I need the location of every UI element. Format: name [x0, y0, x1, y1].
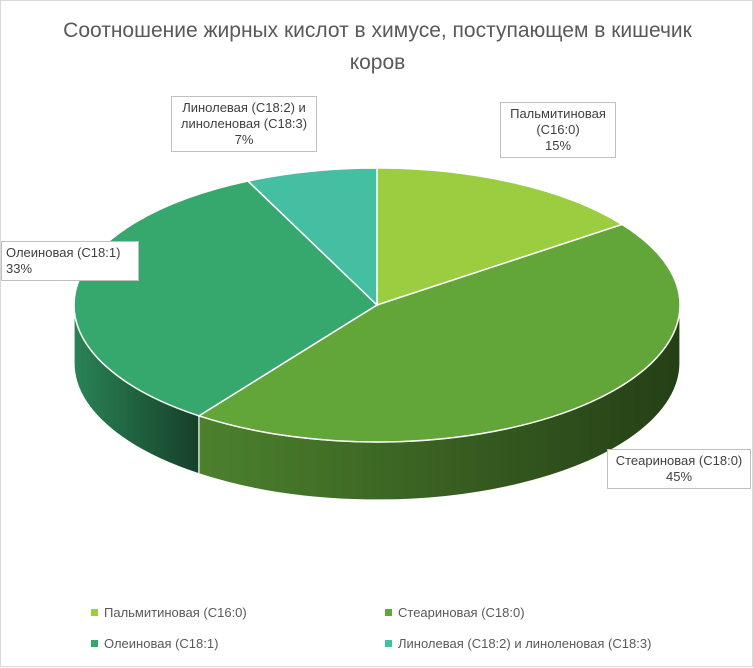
- data-label-palmitic-name-1: Пальмитиновая: [510, 106, 606, 121]
- data-label-linoleic-value: 7%: [234, 132, 254, 147]
- legend-swatch-stearic: [385, 609, 392, 616]
- legend-label-oleic: Олеиновая (C18:1): [104, 636, 219, 651]
- data-label-stearic-value: 45%: [665, 469, 693, 484]
- data-label-linoleic-name-2: линоленовая (C18:3): [180, 116, 308, 131]
- pie-slice-oleic: [73, 180, 379, 417]
- data-label-oleic-value: 33%: [6, 261, 33, 276]
- data-label-palmitic: Пальмитиновая (C16:0) 15%: [500, 102, 616, 158]
- legend-item-palmitic: Пальмитиновая (C16:0): [91, 605, 247, 620]
- legend-item-linoleic: Линолевая (C18:2) и линоленовая (C18:3): [385, 636, 651, 651]
- pie-slice-stearic: [197, 223, 681, 443]
- data-label-oleic-name: Олеиновая (C18:1): [6, 245, 121, 260]
- legend-label-stearic: Стеариновая (C18:0): [398, 605, 525, 620]
- chart-title: Соотношение жирных кислот в химусе, пост…: [63, 19, 692, 74]
- pie-slice-linoleic: [246, 167, 378, 307]
- data-label-oleic: Олеиновая (C18:1) 33%: [1, 241, 139, 281]
- legend-label-linoleic: Линолевая (C18:2) и линоленовая (C18:3): [398, 636, 652, 651]
- data-label-palmitic-value: 15%: [544, 138, 572, 153]
- legend-swatch-oleic: [91, 640, 98, 647]
- data-label-stearic: Стеариновая (C18:0) 45%: [607, 449, 751, 489]
- legend-item-stearic: Стеариновая (C18:0): [385, 605, 525, 620]
- data-label-linoleic: Линолевая (C18:2) и линоленовая (C18:3) …: [171, 96, 317, 152]
- legend-swatch-palmitic: [91, 609, 98, 616]
- pie-slice-palmitic: [376, 167, 624, 307]
- legend-label-palmitic: Пальмитиновая (C16:0): [104, 605, 247, 620]
- legend-item-oleic: Олеиновая (C18:1): [91, 636, 218, 651]
- data-label-palmitic-name-2: (C16:0): [536, 122, 580, 137]
- data-label-linoleic-name-1: Линолевая (C18:2) и: [182, 100, 306, 115]
- legend-swatch-linoleic: [385, 640, 392, 647]
- data-label-stearic-name: Стеариновая (C18:0): [615, 453, 743, 468]
